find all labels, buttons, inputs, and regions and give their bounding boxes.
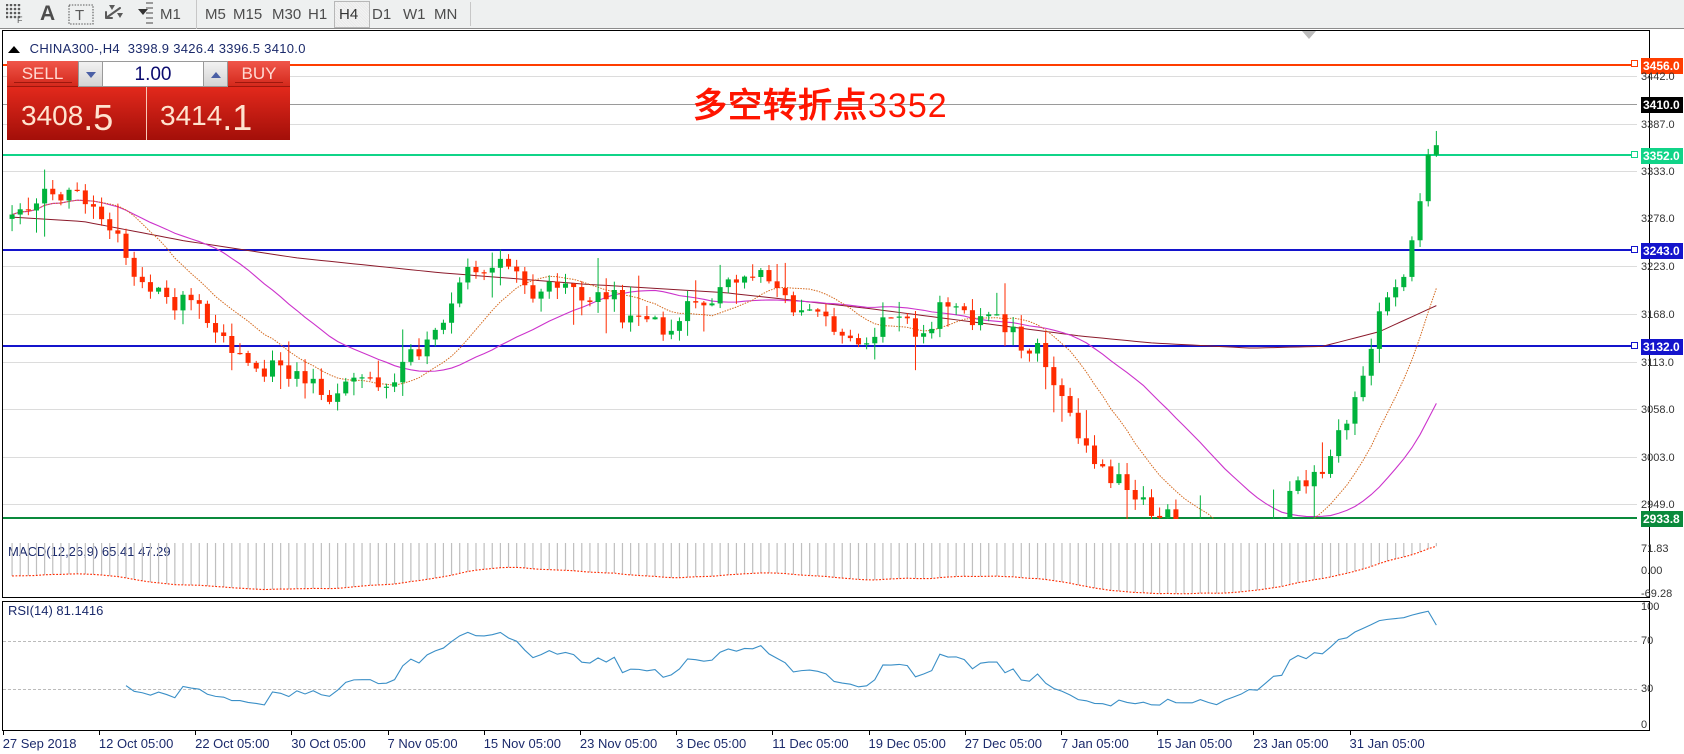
svg-text:T: T (75, 7, 84, 24)
svg-text:F: F (17, 15, 23, 24)
